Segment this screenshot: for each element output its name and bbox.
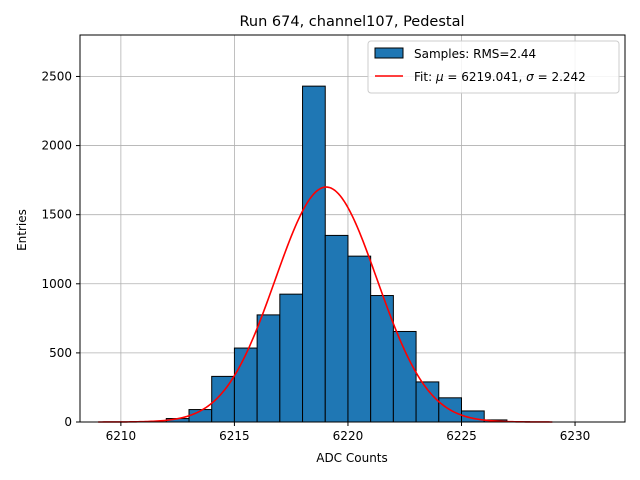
y-tick-label: 2500 — [41, 69, 72, 83]
x-tick-label: 6210 — [106, 429, 137, 443]
legend-fit-prefix: Fit: — [414, 70, 436, 84]
y-tick-label: 2000 — [41, 139, 72, 153]
x-tick-label: 6230 — [560, 429, 591, 443]
y-axis-ticks: 0 500 1000 1500 2000 2500 — [41, 69, 80, 429]
histogram-bar — [324, 234, 349, 423]
histogram-bar — [233, 347, 258, 423]
histogram-bar — [347, 255, 372, 423]
x-axis-ticks: 6210 6215 6220 6225 6230 — [106, 422, 591, 443]
fit-curve — [98, 186, 553, 423]
legend-fit-label: Fit: μ = 6219.041, σ = 2.242 — [414, 70, 586, 84]
histogram-bars — [143, 85, 531, 423]
legend-fit-mu-text: = 6219.041, — [444, 70, 527, 84]
legend-fit-mu-symbol: μ — [435, 70, 444, 84]
legend: Samples: RMS=2.44 Fit: μ = 6219.041, σ =… — [367, 40, 620, 94]
y-axis-label: Entries — [15, 209, 29, 251]
y-tick-label: 1500 — [41, 208, 72, 222]
legend-histogram-swatch — [374, 47, 404, 59]
y-tick-label: 500 — [49, 346, 72, 360]
histogram-bar — [302, 85, 326, 423]
plot-frame — [79, 34, 626, 423]
legend-box — [367, 40, 620, 94]
histogram-bar — [392, 330, 417, 423]
histogram-bar — [415, 381, 440, 423]
y-tick-label: 1000 — [41, 277, 72, 291]
x-tick-label: 6215 — [219, 429, 250, 443]
chart-title: Run 674, channel107, Pedestal — [239, 14, 464, 30]
x-tick-label: 6225 — [446, 429, 477, 443]
legend-histogram-label: Samples: RMS=2.44 — [414, 47, 536, 61]
x-axis-label: ADC Counts — [316, 451, 388, 465]
histogram-bar — [256, 314, 281, 423]
x-tick-label: 6220 — [333, 429, 364, 443]
y-tick-label: 0 — [64, 415, 72, 429]
legend-fit-sigma-text: = 2.242 — [534, 70, 586, 84]
legend-fit-sigma-symbol: σ — [526, 70, 534, 84]
histogram-bar — [279, 293, 304, 423]
